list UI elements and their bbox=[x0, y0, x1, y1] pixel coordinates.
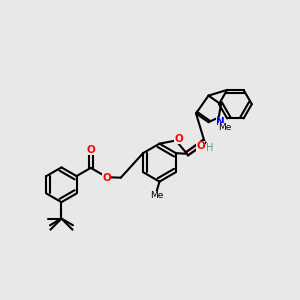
Text: H: H bbox=[206, 143, 214, 153]
Text: Me: Me bbox=[218, 123, 231, 132]
Text: O: O bbox=[86, 145, 95, 155]
Text: Me: Me bbox=[150, 191, 163, 200]
Text: N: N bbox=[216, 117, 225, 127]
Text: O: O bbox=[174, 134, 183, 144]
Text: O: O bbox=[102, 173, 111, 183]
Text: O: O bbox=[196, 141, 205, 151]
